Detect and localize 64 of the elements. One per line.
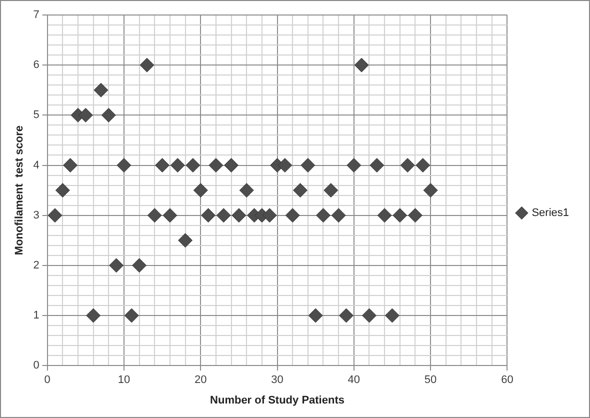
- point: [216, 208, 231, 223]
- point: [132, 258, 147, 273]
- y-tick-label: 0: [33, 360, 40, 372]
- y-tick-label: 7: [33, 9, 40, 22]
- x-tick-label: 10: [118, 374, 130, 386]
- y-tick-label: 2: [33, 259, 40, 272]
- point: [278, 158, 292, 173]
- point: [186, 158, 200, 173]
- point: [140, 58, 154, 72]
- y-tick-label: 4: [33, 159, 40, 172]
- point: [354, 58, 369, 72]
- x-tick-label: 40: [348, 374, 360, 386]
- y-tick-label: 5: [33, 109, 40, 122]
- point: [392, 208, 408, 223]
- point: [423, 183, 438, 198]
- point: [370, 158, 384, 173]
- y-tick-label: 1: [33, 310, 40, 322]
- point: [94, 82, 108, 98]
- point: [362, 308, 376, 323]
- point: [331, 208, 346, 223]
- point: [239, 183, 254, 198]
- point: [408, 208, 422, 223]
- x-tick-label: 0: [44, 374, 50, 386]
- point: [262, 208, 277, 223]
- point: [300, 158, 316, 173]
- y-axis-title: Monofilament test score: [14, 126, 26, 256]
- point: [208, 158, 224, 173]
- point: [316, 208, 330, 223]
- point: [324, 183, 338, 198]
- point: [308, 308, 323, 323]
- point: [162, 208, 178, 223]
- point: [55, 183, 70, 198]
- point: [124, 308, 139, 323]
- point: [224, 158, 239, 173]
- point: [193, 183, 208, 198]
- point: [346, 158, 362, 173]
- x-tick-label: 60: [501, 374, 514, 386]
- x-tick-label: 50: [424, 374, 437, 386]
- point: [232, 208, 246, 223]
- x-tick-label: 20: [194, 374, 207, 386]
- point: [170, 158, 185, 173]
- point: [384, 308, 400, 323]
- point: [63, 158, 78, 173]
- y-tick-label: 3: [33, 209, 40, 222]
- point: [109, 258, 124, 273]
- point: [101, 108, 116, 122]
- point: [155, 158, 170, 173]
- point: [285, 208, 300, 223]
- x-tick-label: 30: [271, 374, 284, 386]
- point: [178, 233, 193, 248]
- point: [86, 308, 101, 323]
- point: [400, 158, 415, 173]
- point: [201, 208, 216, 223]
- point: [48, 208, 62, 223]
- point: [116, 158, 132, 173]
- point: [416, 158, 430, 173]
- x-axis-title: Number of Study Patients: [210, 394, 344, 406]
- point: [78, 108, 93, 122]
- point: [338, 308, 354, 323]
- point: [147, 208, 162, 223]
- y-tick-label: 6: [33, 59, 40, 72]
- point: [377, 208, 392, 223]
- legend-label: Series1: [532, 207, 569, 220]
- point: [293, 183, 308, 198]
